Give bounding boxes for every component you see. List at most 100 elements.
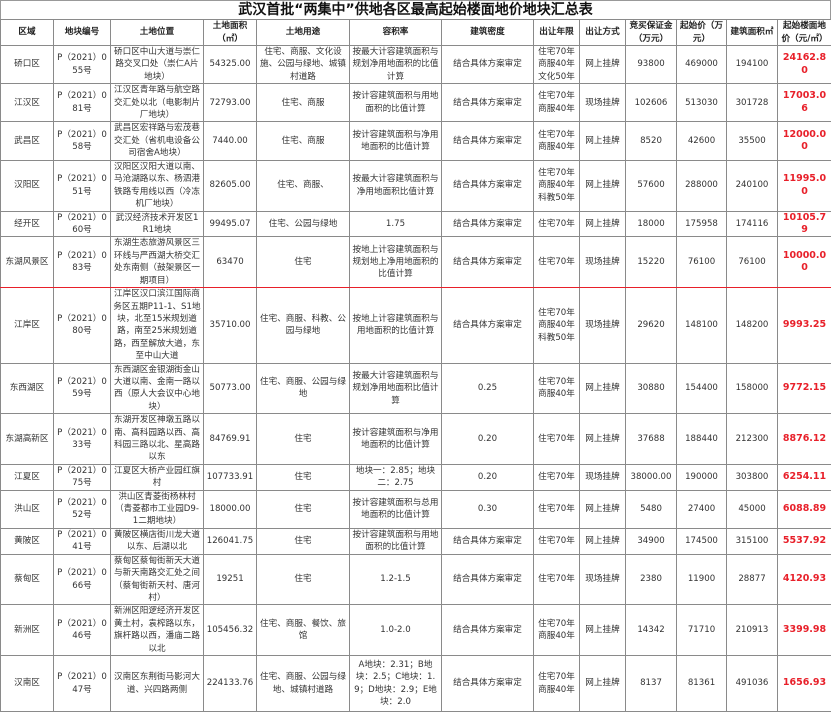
cell-use: 住宅、商服、科教、公园与绿地	[257, 288, 350, 363]
cell-floor-area: 158000	[727, 363, 778, 414]
cell-density: 0.20	[442, 464, 534, 490]
cell-method: 网上挂牌	[580, 605, 626, 656]
cell-floor-price: 1656.93	[778, 656, 831, 712]
cell-code: P（2021）058号	[54, 122, 111, 160]
cell-district: 硚口区	[1, 46, 54, 84]
cell-start-price: 42600	[677, 122, 727, 160]
cell-floor-price: 8876.12	[778, 414, 831, 465]
cell-district: 新洲区	[1, 605, 54, 656]
cell-location: 武汉经济技术开发区1R1地块	[111, 211, 204, 237]
cell-far: 按最大计容建筑面积与规划净用地面积比值计算	[350, 363, 442, 414]
cell-code: P（2021）075号	[54, 464, 111, 490]
cell-start-price: 71710	[677, 605, 727, 656]
cell-method: 现场挂牌	[580, 237, 626, 288]
cell-deposit: 93800	[626, 46, 677, 84]
cell-code: P（2021）033号	[54, 414, 111, 465]
cell-density: 结合具体方案审定	[442, 656, 534, 712]
cell-code: P（2021）059号	[54, 363, 111, 414]
cell-district: 江汉区	[1, 84, 54, 122]
cell-floor-price: 12000.00	[778, 122, 831, 160]
cell-location: 汉阳区汉阳大道以南、马沧湖路以东、杨泗港铁路专用线以西（冷冻机厂地块）	[111, 160, 204, 211]
cell-density: 结合具体方案审定	[442, 160, 534, 211]
cell-far: 按计容建筑面积与用地面积的比值计算	[350, 84, 442, 122]
cell-density: 结合具体方案审定	[442, 554, 534, 605]
cell-density: 结合具体方案审定	[442, 605, 534, 656]
cell-term: 住宅70年 商服40年	[534, 122, 580, 160]
cell-deposit: 8137	[626, 656, 677, 712]
cell-use: 住宅	[257, 414, 350, 465]
cell-floor-price: 4120.93	[778, 554, 831, 605]
cell-density: 0.30	[442, 490, 534, 528]
cell-density: 结合具体方案审定	[442, 288, 534, 363]
cell-location: 东湖开发区神墩五路以南、高科园路以西、高科园三路以北、星高路以东	[111, 414, 204, 465]
cell-term: 住宅70年 商服40年	[534, 84, 580, 122]
cell-area: 7440.00	[204, 122, 257, 160]
cell-use: 住宅	[257, 490, 350, 528]
cell-use: 住宅、公园与绿地	[257, 211, 350, 237]
cell-start-price: 11900	[677, 554, 727, 605]
cell-location: 硚口区中山大道与崇仁路交叉口处（崇仁A片地块）	[111, 46, 204, 84]
cell-method: 网上挂牌	[580, 528, 626, 554]
cell-area: 224133.76	[204, 656, 257, 712]
cell-code: P（2021）055号	[54, 46, 111, 84]
cell-code: P（2021）047号	[54, 656, 111, 712]
cell-code: P（2021）060号	[54, 211, 111, 237]
cell-use: 住宅、商服、	[257, 160, 350, 211]
cell-use: 住宅	[257, 464, 350, 490]
cell-far: 按计容建筑面积与总用地面积的比值计算	[350, 490, 442, 528]
cell-use: 住宅	[257, 554, 350, 605]
cell-method: 现场挂牌	[580, 84, 626, 122]
cell-term: 住宅70年	[534, 528, 580, 554]
header-start-price: 起始价（万元）	[677, 20, 727, 46]
cell-density: 结合具体方案审定	[442, 237, 534, 288]
cell-use: 住宅、商服、公园与绿地	[257, 363, 350, 414]
cell-far: 1.75	[350, 211, 442, 237]
cell-start-price: 175958	[677, 211, 727, 237]
header-method: 出让方式	[580, 20, 626, 46]
cell-deposit: 5480	[626, 490, 677, 528]
cell-code: P（2021）081号	[54, 84, 111, 122]
cell-floor-price: 6254.11	[778, 464, 831, 490]
cell-far: 1.2-1.5	[350, 554, 442, 605]
cell-location: 蔡甸区蔡甸街新天大道与新天南路交汇处之间（蔡甸街新天村、唐河村）	[111, 554, 204, 605]
cell-floor-area: 303800	[727, 464, 778, 490]
cell-location: 汉南区东荆街马影河大道、兴四路两侧	[111, 656, 204, 712]
cell-location: 洪山区青菱街杨林村（青菱都市工业园D9-1二期地块）	[111, 490, 204, 528]
header-density: 建筑密度	[442, 20, 534, 46]
cell-deposit: 8520	[626, 122, 677, 160]
cell-floor-area: 194100	[727, 46, 778, 84]
cell-method: 网上挂牌	[580, 363, 626, 414]
cell-district: 武昌区	[1, 122, 54, 160]
cell-start-price: 190000	[677, 464, 727, 490]
cell-method: 网上挂牌	[580, 656, 626, 712]
cell-area: 63470	[204, 237, 257, 288]
cell-floor-area: 76100	[727, 237, 778, 288]
cell-district: 汉南区	[1, 656, 54, 712]
cell-term: 住宅70年	[534, 414, 580, 465]
cell-method: 网上挂牌	[580, 211, 626, 237]
cell-far: 按最大计容建筑面积与规划净用地面积的比值计算	[350, 46, 442, 84]
cell-term: 住宅70年 商服40年 科教50年	[534, 160, 580, 211]
cell-density: 0.20	[442, 414, 534, 465]
cell-district: 汉阳区	[1, 160, 54, 211]
cell-method: 网上挂牌	[580, 160, 626, 211]
cell-floor-price: 11995.00	[778, 160, 831, 211]
cell-term: 住宅70年	[534, 464, 580, 490]
cell-deposit: 57600	[626, 160, 677, 211]
cell-area: 82605.00	[204, 160, 257, 211]
cell-floor-area: 315100	[727, 528, 778, 554]
cell-area: 35710.00	[204, 288, 257, 363]
cell-far: 按计容建筑面积与净用地面积的比值计算	[350, 414, 442, 465]
cell-density: 结合具体方案审定	[442, 122, 534, 160]
cell-code: P（2021）066号	[54, 554, 111, 605]
cell-deposit: 102606	[626, 84, 677, 122]
cell-floor-price: 9993.25	[778, 288, 831, 363]
cell-floor-price: 9772.15	[778, 363, 831, 414]
cell-start-price: 76100	[677, 237, 727, 288]
cell-method: 现场挂牌	[580, 554, 626, 605]
cell-far: 按地上计容建筑面积与用地面积的比值计算	[350, 288, 442, 363]
